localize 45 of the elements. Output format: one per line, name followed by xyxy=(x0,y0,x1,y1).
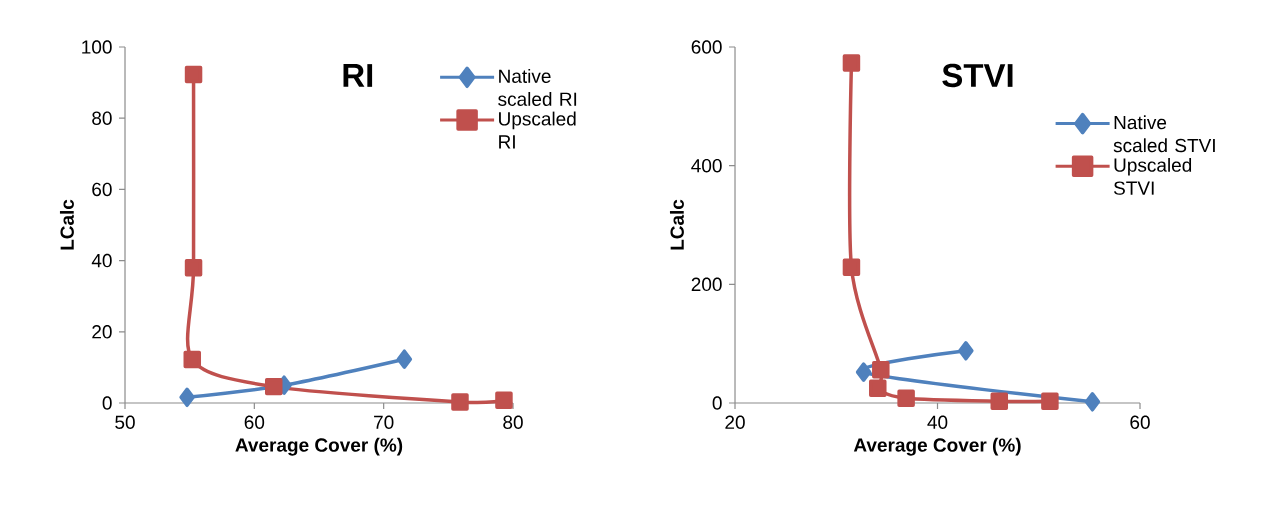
y-tick-label: 20 xyxy=(92,325,112,339)
x-tick-label: 60 xyxy=(244,415,265,429)
legend-label: Native scaled STVI xyxy=(1113,115,1215,153)
x-axis-title: Average Cover (%) xyxy=(235,437,403,456)
chart-title: STVI xyxy=(942,63,1013,88)
point xyxy=(855,362,872,382)
y-tick-label: 600 xyxy=(691,40,722,54)
point xyxy=(958,341,974,361)
x-tick-label: 60 xyxy=(1130,415,1150,429)
point xyxy=(869,379,887,397)
x-tick-label: 70 xyxy=(374,415,394,429)
point xyxy=(842,54,861,72)
point xyxy=(179,387,195,408)
x-axis-title: Average Cover (%) xyxy=(853,437,1021,456)
point xyxy=(1041,392,1059,410)
point xyxy=(184,258,203,277)
x-tick-label: 80 xyxy=(503,415,523,429)
y-tick-label: 40 xyxy=(91,253,112,268)
y-tick-label: 80 xyxy=(92,111,112,125)
y-axis-title: LCalc xyxy=(669,199,684,250)
x-tick-label: 50 xyxy=(115,415,135,429)
point xyxy=(872,361,890,379)
legend-label: Native scaled RI xyxy=(498,69,577,106)
point xyxy=(451,393,469,411)
y-tick-label: 0 xyxy=(712,396,722,410)
point xyxy=(264,377,283,396)
y-tick-label: 400 xyxy=(691,158,722,173)
y-axis-title: LCalc xyxy=(59,199,74,250)
point xyxy=(1084,392,1101,412)
y-tick-label: 0 xyxy=(102,396,112,410)
x-tick-label: 40 xyxy=(927,415,948,429)
point xyxy=(897,389,915,407)
legend-label: Upscaled STVI xyxy=(1113,157,1192,195)
y-tick-label: 100 xyxy=(82,40,112,54)
point xyxy=(396,349,413,369)
y-tick-label: 60 xyxy=(92,182,112,197)
point xyxy=(842,258,861,276)
point xyxy=(990,392,1009,410)
chart-title: RI xyxy=(343,64,373,87)
point xyxy=(184,65,203,84)
y-tick-label: 200 xyxy=(691,277,722,292)
legend-label: Upscaled RI xyxy=(499,111,576,149)
point xyxy=(495,391,513,409)
point xyxy=(183,350,202,369)
x-tick-label: 20 xyxy=(725,415,745,429)
